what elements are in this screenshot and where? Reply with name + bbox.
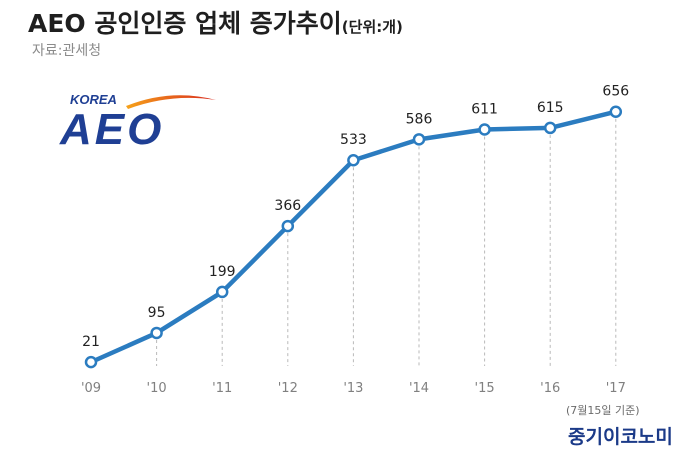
data-label: 615 (537, 100, 564, 116)
data-point (347, 153, 360, 167)
data-point (543, 121, 557, 135)
data-point (478, 123, 491, 136)
grid-lines (156, 118, 617, 366)
data-point (609, 105, 623, 118)
data-label: 95 (148, 305, 166, 321)
logo-small-text: KOREA (70, 92, 117, 107)
data-point (215, 285, 229, 299)
data-label: 21 (82, 334, 100, 350)
data-label: 366 (274, 198, 301, 214)
chart-unit: (단위:개) (341, 18, 403, 36)
logo-swoosh (126, 95, 216, 109)
x-tick-label: '17 (606, 381, 626, 396)
data-point (84, 355, 98, 369)
data-label: 533 (340, 132, 367, 148)
data-point (281, 219, 295, 233)
brand-logo: 중기이코노미 (568, 426, 673, 448)
aeo-logo: KOREA AEO (59, 92, 216, 148)
x-tick-label: '11 (212, 381, 232, 396)
chart-title: AEO 공인인증 업체 증가추이(단위:개) (28, 4, 403, 40)
x-tick-label: '10 (147, 381, 167, 396)
x-tick-label: '15 (475, 381, 495, 396)
logo-big-text: AEO (59, 105, 164, 148)
x-tick-label: '13 (343, 381, 363, 396)
x-tick-label: '12 (278, 381, 298, 396)
data-point (412, 133, 426, 146)
x-tick-label: '14 (409, 381, 429, 396)
data-label: 199 (209, 264, 236, 280)
data-labels: 21 95 199 366 533 586 611 615 656 (82, 84, 629, 350)
data-label: 586 (406, 111, 433, 127)
date-note: (7월15일 기준) (566, 404, 640, 417)
data-label: 611 (471, 101, 498, 117)
x-tick-label: '09 (81, 381, 101, 396)
chart-source: 자료:관세청 (32, 43, 102, 59)
x-tick-label: '16 (540, 381, 560, 396)
chart-title-text: AEO 공인인증 업체 증가추이 (28, 9, 342, 38)
data-points (84, 105, 623, 369)
x-axis-ticks: '09 '10 '11 '12 '13 '14 '15 '16 '17 (81, 381, 626, 396)
data-label: 656 (602, 84, 629, 100)
data-point (150, 326, 163, 340)
